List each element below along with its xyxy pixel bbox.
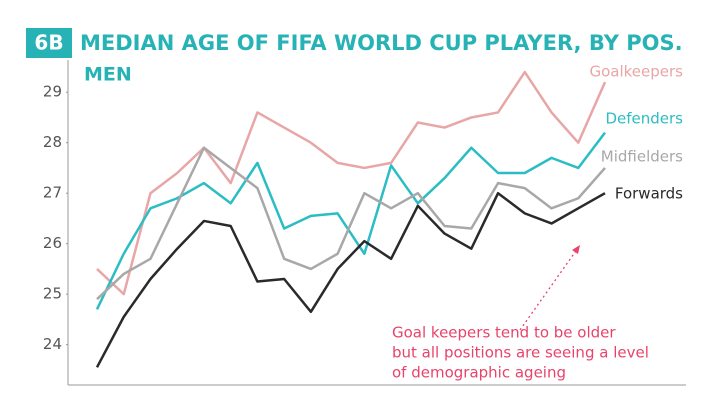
badge: 6B xyxy=(34,31,63,55)
y-tick-label: 24 xyxy=(43,335,62,353)
y-tick-label: 27 xyxy=(43,184,62,202)
annotation: of demographic ageing xyxy=(392,364,566,382)
series-label: Goalkeepers xyxy=(589,63,683,81)
y-tick-label: 29 xyxy=(43,83,62,101)
series-line xyxy=(96,70,607,296)
y-tick-label: 28 xyxy=(43,133,62,151)
annotation: Goal keepers tend to be older xyxy=(392,324,616,342)
series-label: Defenders xyxy=(605,110,683,128)
series-line xyxy=(96,146,606,301)
y-tick-label: 25 xyxy=(43,285,62,303)
series-label: Midfielders xyxy=(601,148,683,166)
annotation: but all positions are seeing a level xyxy=(392,344,649,362)
series-line xyxy=(95,191,606,368)
series-label: Forwards xyxy=(615,185,683,203)
annotation-arrow xyxy=(519,247,579,331)
badge-bg xyxy=(26,28,72,58)
subtitle: MEN xyxy=(84,64,132,86)
chart-title: MEDIAN AGE OF FIFA WORLD CUP PLAYER, BY … xyxy=(80,31,683,55)
y-tick-label: 26 xyxy=(43,234,62,252)
arrow-head xyxy=(572,245,580,254)
